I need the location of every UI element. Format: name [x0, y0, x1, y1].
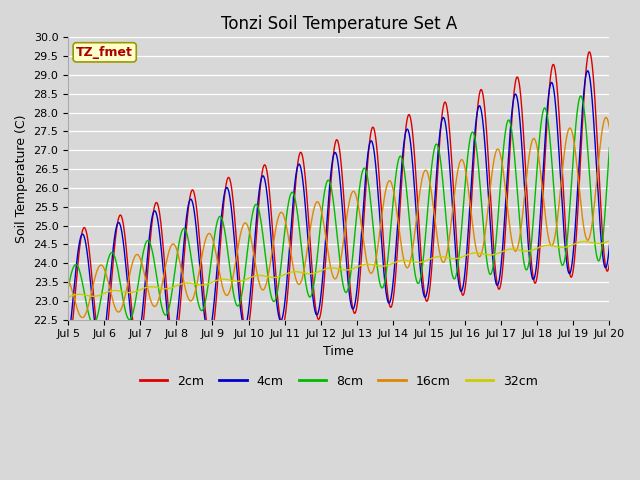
Legend: 2cm, 4cm, 8cm, 16cm, 32cm: 2cm, 4cm, 8cm, 16cm, 32cm [134, 370, 543, 393]
X-axis label: Time: Time [323, 345, 354, 358]
Text: TZ_fmet: TZ_fmet [76, 46, 133, 59]
Title: Tonzi Soil Temperature Set A: Tonzi Soil Temperature Set A [221, 15, 457, 33]
Y-axis label: Soil Temperature (C): Soil Temperature (C) [15, 114, 28, 243]
